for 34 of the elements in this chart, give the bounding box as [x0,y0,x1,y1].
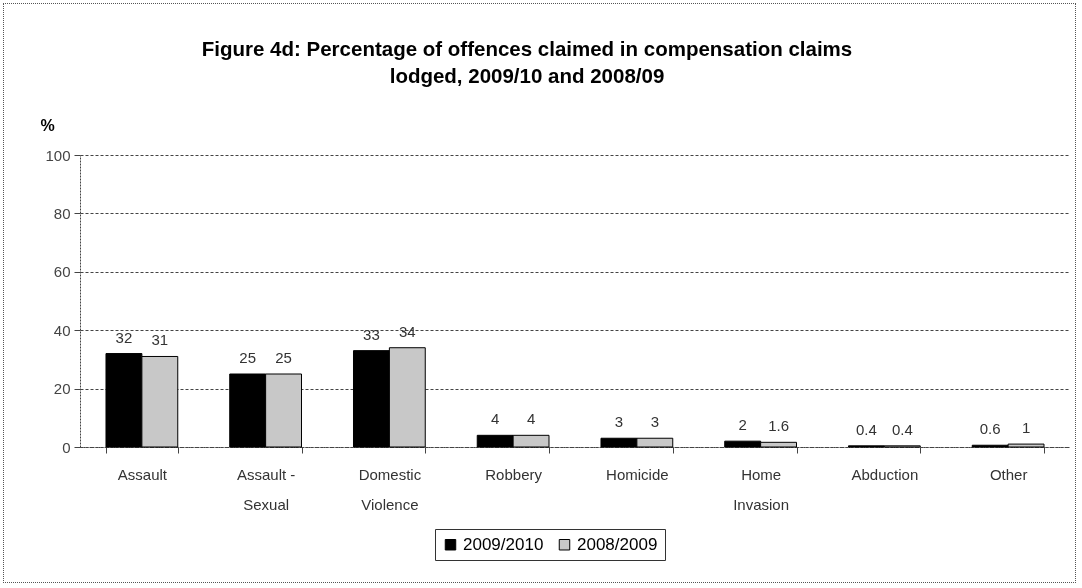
x-tick-label: Domestic Violence [358,465,422,513]
legend-label: 2009/2010 [463,534,544,554]
y-axis-title: % [40,116,55,134]
x-tick-label: Robbery [485,465,543,483]
data-label: 33 [363,325,380,343]
data-label: 25 [275,349,292,366]
x-tick-label: Assault - Sexual [236,465,296,513]
x-tick-label: Assault [117,465,168,483]
y-tick-label: 0 [62,438,71,456]
data-label: 34 [398,322,416,340]
data-label: 31 [151,331,169,349]
data-label: 0.6 [979,420,1001,438]
data-label: 0.4 [856,420,877,438]
x-tick-label: Home Invasion [733,465,790,513]
data-label: 4 [526,410,536,428]
data-label: 3 [614,413,624,431]
legend-label: 2008/2009 [577,534,658,554]
data-label: 1.6 [768,417,789,435]
data-label: 1 [1021,419,1031,437]
data-label: 25 [239,349,257,366]
y-tick-label: 20 [53,380,71,398]
x-tick-label: Other [989,465,1028,483]
data-label: 3 [650,413,659,431]
x-tick-label: Homicide [606,465,669,483]
y-tick-label: 80 [53,204,71,222]
data-label: 32 [115,328,133,346]
y-tick-label: 60 [53,263,71,281]
chart-title: Figure 4d: Percentage of offences claimed in compensation claims lodged, 2009/10 and 2008/09 [201,36,853,87]
data-label: 2 [738,416,747,434]
data-label: 4 [491,410,500,428]
data-label: 0.4 [891,420,913,438]
x-tick-label: Abduction [851,465,919,483]
y-tick-label: 100 [45,146,71,164]
y-tick-label: 40 [53,321,71,339]
